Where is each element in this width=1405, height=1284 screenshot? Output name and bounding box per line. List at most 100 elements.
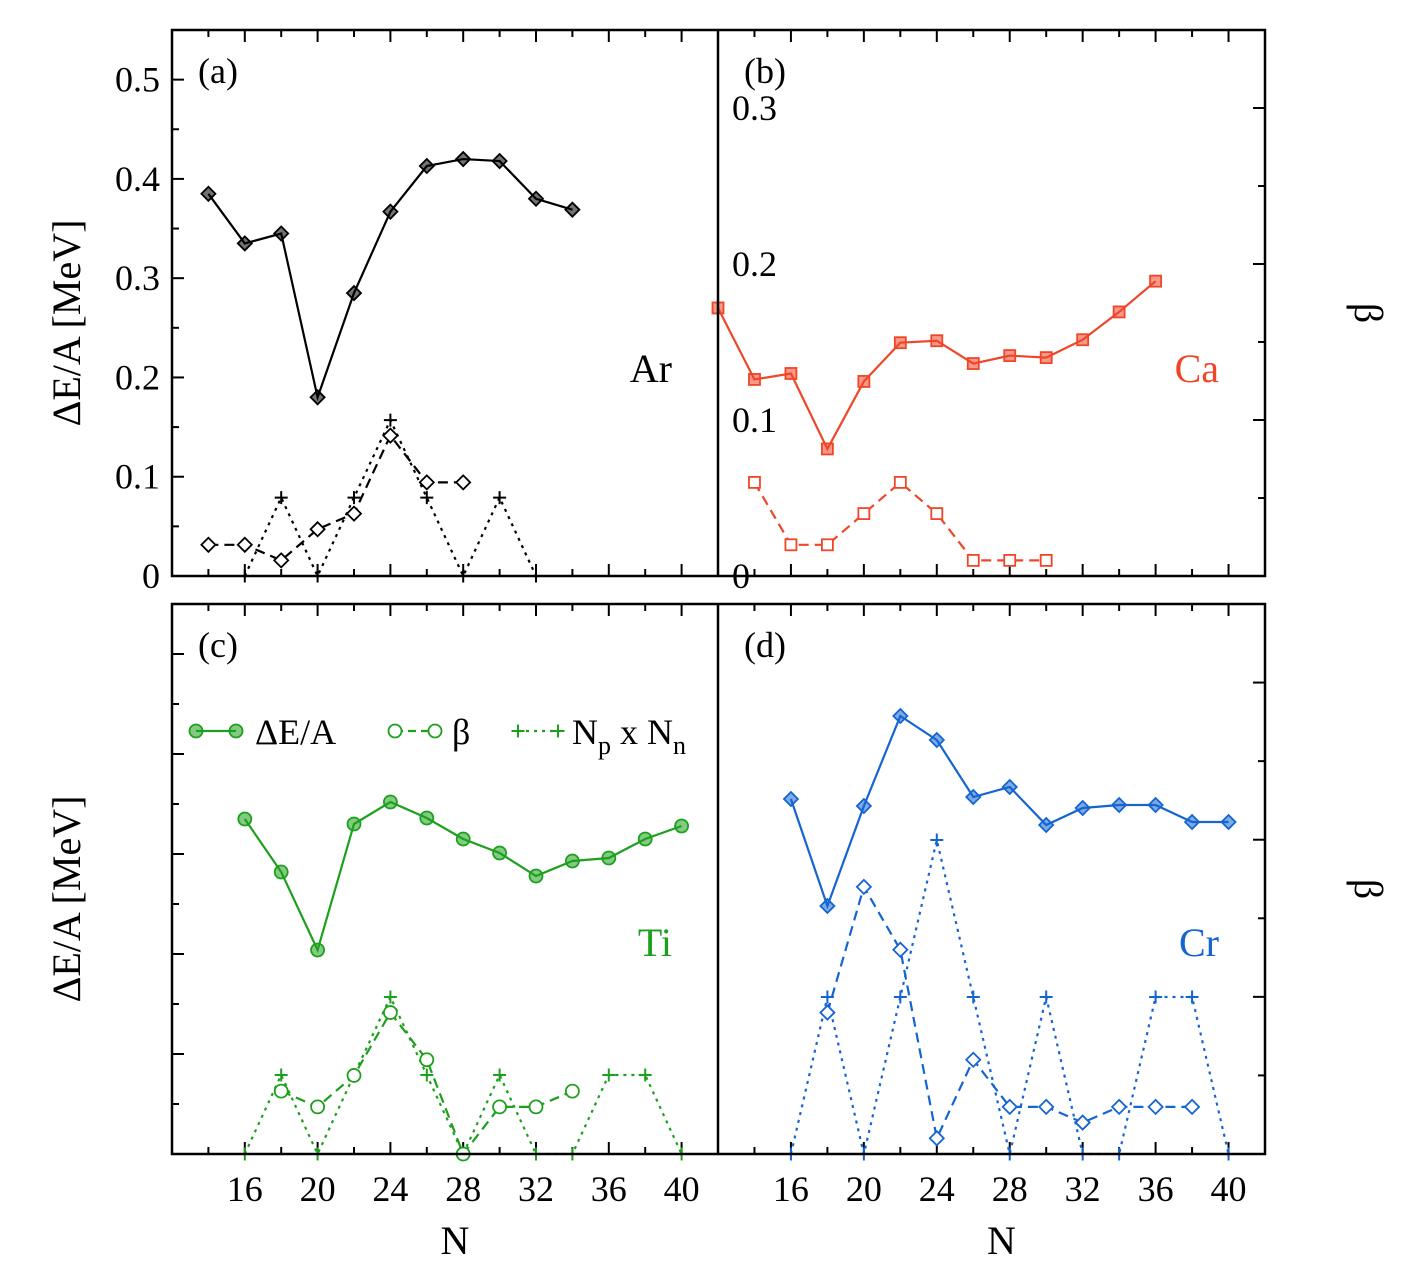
series-line-beta <box>826 884 1193 1142</box>
y2-tick-label: 0.2 <box>732 244 777 284</box>
data-point-beta <box>1147 1098 1164 1116</box>
data-point-dE <box>964 788 982 806</box>
y-axis-title: ΔE/A [MeV] <box>44 796 89 1003</box>
data-point-dE <box>930 334 944 348</box>
data-point-dE <box>1001 778 1019 796</box>
y-tick-label: 0.3 <box>115 258 160 298</box>
y2-tick-label: 0.3 <box>732 88 777 128</box>
series-line-beta <box>753 480 1047 562</box>
data-point-dE <box>491 152 508 170</box>
element-label: Ti <box>638 920 672 965</box>
data-point-beta <box>893 475 907 489</box>
x-tick-label: 36 <box>591 1169 627 1209</box>
data-point-NpNn <box>493 491 507 505</box>
data-point-beta <box>382 1005 398 1020</box>
data-point-dE <box>565 853 580 869</box>
panel-c: 16 20 24 28 32 36 40 N ΔE/A [MeV] (c) Ti ΔE/A β Np x … <box>44 603 700 1263</box>
data-point-dE <box>748 373 761 386</box>
data-point-beta <box>1001 1098 1019 1116</box>
data-point-dE <box>1037 816 1055 834</box>
data-point-dE <box>782 790 800 808</box>
legend-label-dE: ΔE/A <box>255 712 336 752</box>
series-line-dE <box>717 280 1157 452</box>
data-point-NpNn <box>383 990 397 1004</box>
legend-marker <box>387 723 403 739</box>
data-point-dE <box>527 190 545 208</box>
x-tick-label: 20 <box>846 1169 882 1209</box>
data-point-beta <box>1039 554 1053 567</box>
data-point-dE <box>492 845 508 861</box>
plot-area <box>237 794 689 1162</box>
data-point-dE <box>1076 333 1090 347</box>
data-point-beta <box>819 1004 836 1021</box>
data-point-dE <box>637 831 653 847</box>
data-point-dE <box>345 284 363 302</box>
data-point-NpNn <box>966 990 980 1004</box>
data-point-dE <box>455 831 471 847</box>
data-point-dE <box>528 868 544 884</box>
data-point-beta <box>273 1083 289 1099</box>
data-point-NpNn <box>930 833 944 847</box>
x-tick-label: 32 <box>1065 1169 1101 1209</box>
legend-marker <box>188 723 204 739</box>
plot-area <box>200 150 581 583</box>
x-axis-title: N <box>441 1218 470 1263</box>
data-point-dE <box>310 942 326 958</box>
legend-marker <box>551 724 565 738</box>
series-line-dE <box>789 714 1229 910</box>
data-point-dE <box>564 201 581 218</box>
x-tick-label: 24 <box>919 1169 955 1209</box>
data-point-beta <box>346 1068 362 1083</box>
data-point-beta <box>419 1052 435 1068</box>
data-point-dE <box>601 850 617 866</box>
data-point-dE <box>1003 349 1017 363</box>
data-point-NpNn <box>420 491 434 505</box>
data-point-beta <box>236 536 254 554</box>
series-line-dE <box>207 157 573 402</box>
data-point-NpNn <box>493 1068 507 1082</box>
x-tick-label: 32 <box>518 1169 554 1209</box>
y2-tick-label: 0.1 <box>732 400 777 440</box>
data-point-beta <box>1037 1098 1055 1116</box>
data-point-beta <box>821 538 834 552</box>
data-point-beta <box>565 1083 580 1099</box>
x-tick-label: 16 <box>773 1169 809 1209</box>
data-point-beta <box>528 1099 544 1115</box>
data-point-dE <box>1183 813 1201 831</box>
data-point-beta <box>930 507 944 521</box>
data-point-dE <box>382 203 399 220</box>
x-tick-label: 40 <box>1211 1169 1247 1209</box>
data-point-NpNn <box>602 1068 616 1082</box>
data-point-dE <box>454 150 472 168</box>
data-point-beta <box>892 941 909 958</box>
data-point-dE <box>857 375 871 388</box>
panel-label: (c) <box>198 625 238 665</box>
x-tick-label: 40 <box>664 1169 700 1209</box>
data-point-beta <box>492 1099 508 1115</box>
x-tick-label: 20 <box>300 1169 336 1209</box>
legend-label-NpNn: Np x Nn <box>572 712 686 760</box>
data-point-beta <box>964 1051 982 1068</box>
data-point-NpNn <box>383 413 397 427</box>
plot-area <box>782 707 1237 1161</box>
data-point-beta <box>309 520 326 538</box>
data-point-NpNn <box>1185 990 1199 1004</box>
data-point-NpNn <box>893 990 907 1004</box>
data-point-dE <box>892 707 909 725</box>
y-tick-label: 0.5 <box>115 60 160 100</box>
data-point-beta <box>748 475 761 489</box>
data-point-dE <box>821 442 834 456</box>
legend-marker <box>511 724 525 738</box>
data-point-NpNn <box>1149 990 1163 1004</box>
y2-axis-title: β <box>1346 879 1391 899</box>
panel-b: β (b) Ca <box>711 29 1391 577</box>
y-axis-title: ΔE/A [MeV] <box>44 220 89 427</box>
data-point-dE <box>1112 305 1126 319</box>
series-line-beta <box>280 1010 573 1157</box>
data-point-dE <box>1147 796 1164 814</box>
data-point-beta <box>1003 554 1017 567</box>
data-point-dE <box>1110 796 1128 814</box>
legend-marker <box>427 723 443 739</box>
data-point-beta <box>1110 1098 1128 1116</box>
